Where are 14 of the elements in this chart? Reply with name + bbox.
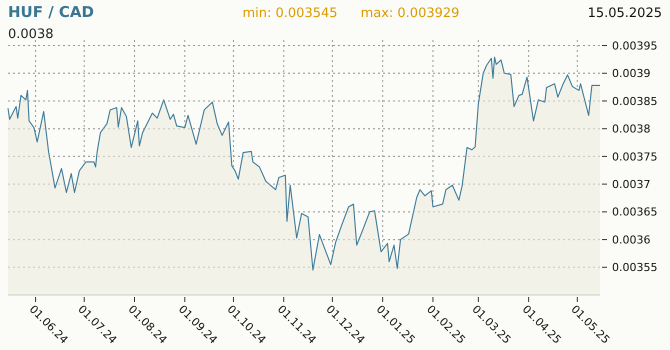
y-tick-label: 0.0038 (612, 122, 650, 136)
y-tick-label: 0.0036 (612, 233, 650, 246)
y-tick-label: 0.00395 (612, 39, 658, 52)
y-tick-label: 0.0039 (612, 67, 650, 80)
annotation: 0.0038 (8, 27, 54, 42)
y-tick-label: 0.0037 (612, 178, 650, 191)
y-tick-label: 0.00365 (612, 206, 658, 219)
text: min: 0.003545 (242, 6, 338, 21)
text: max: 0.003929 (360, 6, 460, 21)
y-tick-label: 0.00355 (612, 261, 658, 274)
text: 15.05.2025 (588, 6, 662, 21)
chart-title: HUF / CAD (8, 3, 94, 21)
y-tick-label: 0.00385 (612, 94, 658, 108)
y-tick-label: 0.00375 (612, 150, 658, 164)
